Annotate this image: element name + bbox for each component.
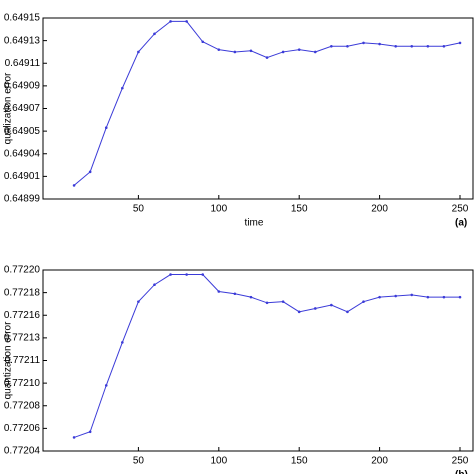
y-tick-label: 0.64904	[4, 148, 41, 159]
x-tick-label: 100	[210, 456, 227, 467]
data-point	[153, 32, 156, 36]
data-point	[442, 44, 446, 48]
y-tick-label: 0.64913	[4, 35, 41, 46]
data-point	[330, 44, 333, 48]
y-tick-label: 0.64911	[5, 58, 41, 69]
y-tick-label: 0.77213	[4, 333, 41, 344]
y-axis-label: quantization error	[3, 321, 14, 399]
data-point	[410, 293, 414, 297]
data-point	[88, 170, 92, 174]
x-tick-label: 100	[210, 204, 227, 215]
x-tick-label: 50	[133, 204, 145, 215]
data-point	[378, 42, 381, 46]
y-tick-label: 0.77208	[4, 400, 41, 411]
data-point	[281, 50, 285, 54]
data-point	[394, 44, 397, 48]
y-tick-label: 0.77210	[4, 378, 41, 389]
data-point	[169, 273, 172, 276]
y-tick-label: 0.77218	[4, 287, 41, 298]
data-point	[185, 20, 188, 23]
data-point	[410, 44, 414, 48]
data-point	[265, 56, 269, 59]
data-point	[104, 384, 108, 387]
data-point	[201, 40, 205, 44]
data-point	[137, 50, 140, 54]
annotation: (a)	[455, 218, 467, 229]
data-point	[442, 295, 446, 299]
data-point	[281, 300, 285, 303]
data-point	[185, 273, 188, 276]
data-point	[249, 49, 253, 53]
annotation: (b)	[455, 470, 468, 474]
data-point	[72, 184, 76, 187]
x-axis-label: time	[245, 218, 264, 229]
data-point	[426, 44, 430, 48]
y-tick-label: 0.64905	[4, 126, 41, 137]
data-point	[217, 48, 221, 51]
y-tick-label: 0.64899	[4, 194, 41, 205]
data-point	[153, 283, 156, 287]
data-point	[249, 295, 253, 299]
y-tick-label: 0.64901	[4, 171, 41, 182]
data-point	[121, 86, 124, 90]
y-axis-label: qualization error	[3, 72, 14, 144]
data-point	[378, 295, 381, 299]
data-point	[330, 303, 333, 307]
data-point	[137, 300, 140, 303]
x-tick-label: 200	[371, 204, 388, 215]
data-point	[458, 41, 462, 45]
y-tick-label: 0.64907	[4, 103, 41, 114]
x-tick-label: 150	[291, 204, 308, 215]
data-point	[104, 126, 108, 130]
data-point	[394, 294, 397, 298]
data-point	[426, 295, 430, 299]
data-point	[458, 295, 462, 299]
data-point	[88, 430, 92, 434]
data-point	[346, 310, 349, 314]
data-point	[346, 44, 349, 48]
y-tick-label: 0.77220	[4, 265, 41, 276]
data-point	[265, 301, 269, 305]
data-line	[73, 274, 460, 438]
data-line	[73, 20, 461, 186]
data-point	[217, 290, 221, 293]
x-tick-label: 250	[452, 204, 469, 215]
x-tick-label: 150	[291, 456, 308, 467]
y-tick-label: 0.77211	[5, 355, 41, 366]
data-point	[233, 50, 237, 54]
y-tick-label: 0.77204	[4, 446, 41, 457]
plot-frame	[42, 17, 474, 200]
data-point	[297, 310, 301, 314]
data-point	[297, 48, 301, 51]
y-tick-label: 0.64915	[4, 13, 41, 24]
x-tick-label: 250	[452, 456, 469, 467]
data-point	[169, 20, 172, 23]
data-point	[313, 307, 317, 310]
y-tick-label: 0.77206	[4, 423, 41, 434]
data-point	[121, 341, 124, 344]
data-point	[362, 41, 365, 45]
data-point	[72, 436, 76, 439]
data-point	[233, 292, 237, 296]
data-point	[313, 50, 317, 54]
y-tick-label: 0.77216	[4, 310, 41, 321]
plot-frame	[42, 269, 474, 452]
x-tick-label: 200	[371, 456, 388, 467]
x-tick-label: 50	[133, 456, 145, 467]
data-point	[362, 300, 365, 303]
data-point	[201, 273, 205, 276]
y-tick-label: 0.64909	[4, 81, 41, 92]
